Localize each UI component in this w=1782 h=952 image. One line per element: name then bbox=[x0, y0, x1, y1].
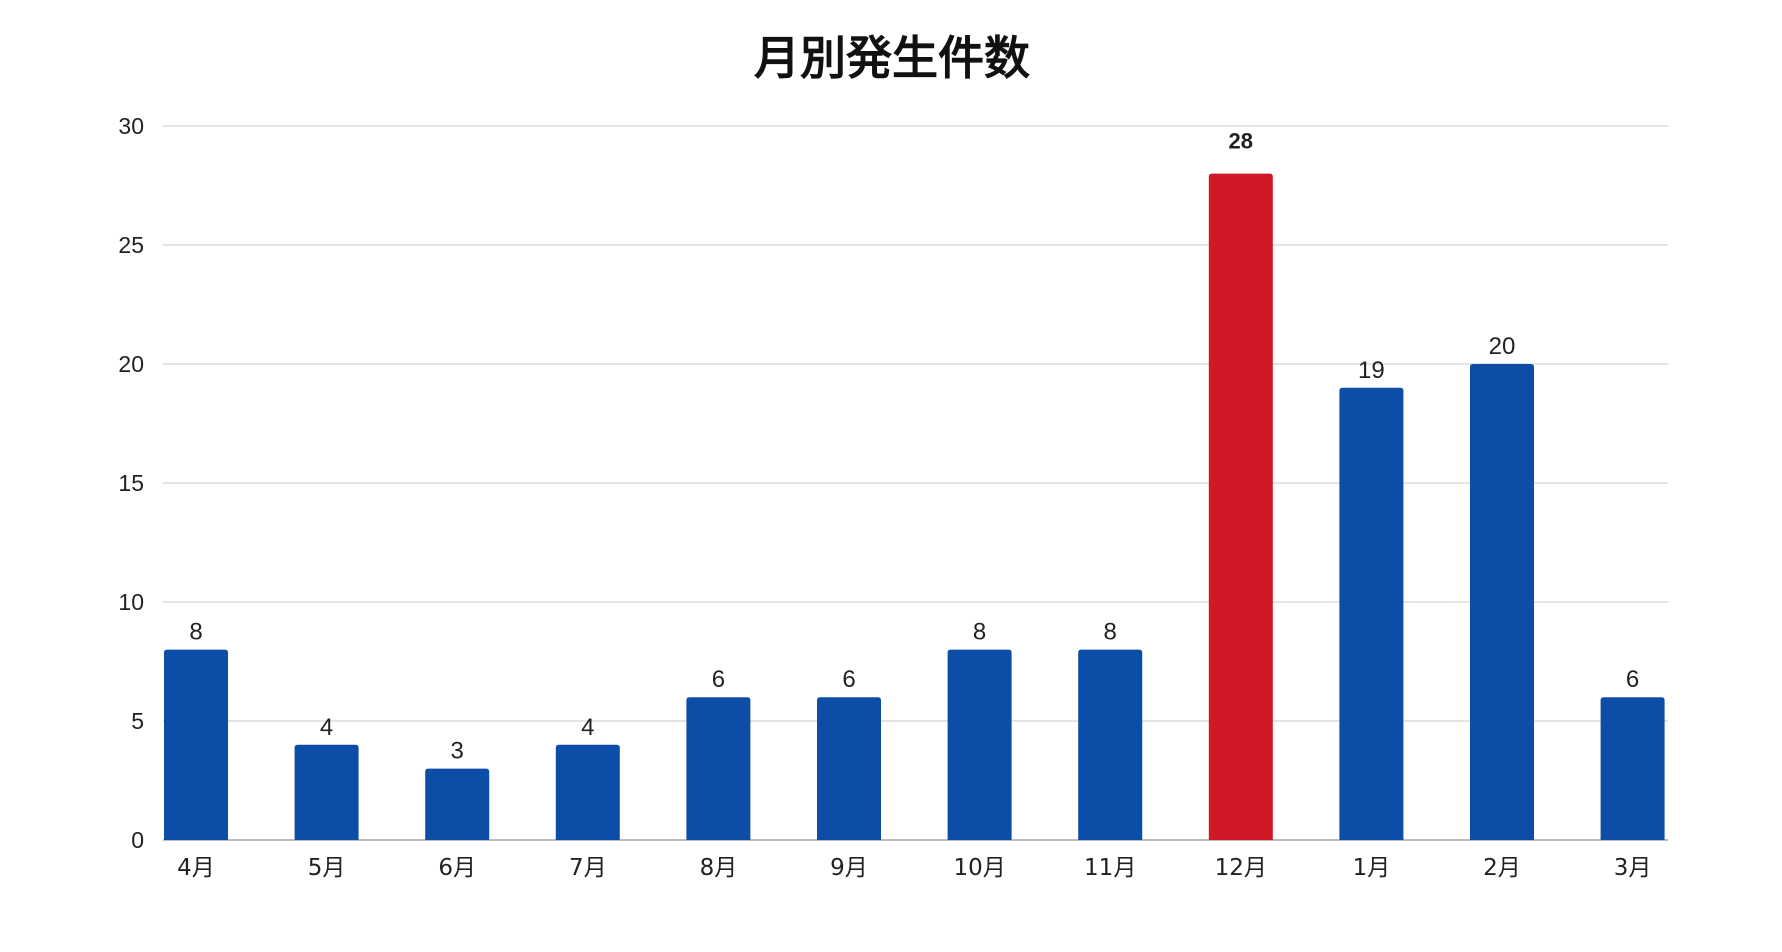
bar bbox=[294, 744, 359, 840]
bar bbox=[817, 697, 881, 840]
y-tick-label: 10 bbox=[118, 589, 144, 615]
bar bbox=[686, 697, 751, 840]
gridlines bbox=[163, 125, 1668, 841]
x-tick-label: 9月 bbox=[830, 855, 868, 881]
bars bbox=[164, 173, 1665, 841]
x-tick-label: 1月 bbox=[1353, 855, 1391, 881]
x-tick-label: 12月 bbox=[1215, 855, 1267, 881]
y-tick-label: 25 bbox=[118, 232, 144, 258]
x-axis-ticks: 4月 5月 6月 7月 8月 9月 10月 11月 12月 1月 2月 3月 bbox=[177, 855, 1651, 881]
data-label: 6 bbox=[842, 666, 855, 693]
chart-title: 月別発生件数 bbox=[754, 31, 1030, 85]
x-tick-label: 10月 bbox=[953, 855, 1005, 881]
x-tick-label: 8月 bbox=[700, 855, 738, 881]
data-label: 8 bbox=[1104, 619, 1117, 646]
data-label: 8 bbox=[189, 619, 202, 646]
bar-highlight bbox=[1208, 173, 1273, 841]
bar bbox=[947, 649, 1012, 840]
data-label: 6 bbox=[1626, 666, 1639, 693]
data-label: 28 bbox=[1229, 129, 1253, 154]
data-label: 20 bbox=[1489, 333, 1516, 360]
data-labels: 8 4 3 4 6 6 8 8 28 19 20 6 bbox=[189, 129, 1639, 765]
bar bbox=[1470, 364, 1534, 840]
bar bbox=[1078, 649, 1143, 840]
x-tick-label: 6月 bbox=[438, 855, 476, 881]
data-label: 8 bbox=[973, 619, 986, 646]
data-label: 19 bbox=[1358, 357, 1385, 384]
x-tick-label: 7月 bbox=[569, 855, 607, 881]
bar bbox=[555, 744, 620, 840]
data-label: 4 bbox=[581, 714, 594, 741]
data-label: 3 bbox=[451, 738, 464, 765]
y-tick-label: 0 bbox=[131, 827, 144, 853]
data-label: 6 bbox=[712, 666, 725, 693]
data-label: 4 bbox=[320, 714, 333, 741]
y-axis-ticks: 0 5 10 15 20 25 30 bbox=[118, 113, 144, 853]
y-tick-label: 5 bbox=[131, 708, 144, 734]
x-tick-label: 3月 bbox=[1614, 855, 1652, 881]
y-tick-label: 15 bbox=[118, 470, 144, 496]
bar bbox=[164, 649, 228, 840]
bar bbox=[1339, 387, 1404, 840]
bar bbox=[425, 768, 490, 840]
bar bbox=[1600, 697, 1665, 840]
x-tick-label: 5月 bbox=[308, 855, 346, 881]
y-tick-label: 20 bbox=[118, 351, 144, 377]
y-tick-label: 30 bbox=[118, 113, 144, 139]
x-tick-label: 11月 bbox=[1084, 855, 1136, 881]
x-tick-label: 2月 bbox=[1483, 855, 1521, 881]
x-tick-label: 4月 bbox=[177, 855, 215, 881]
